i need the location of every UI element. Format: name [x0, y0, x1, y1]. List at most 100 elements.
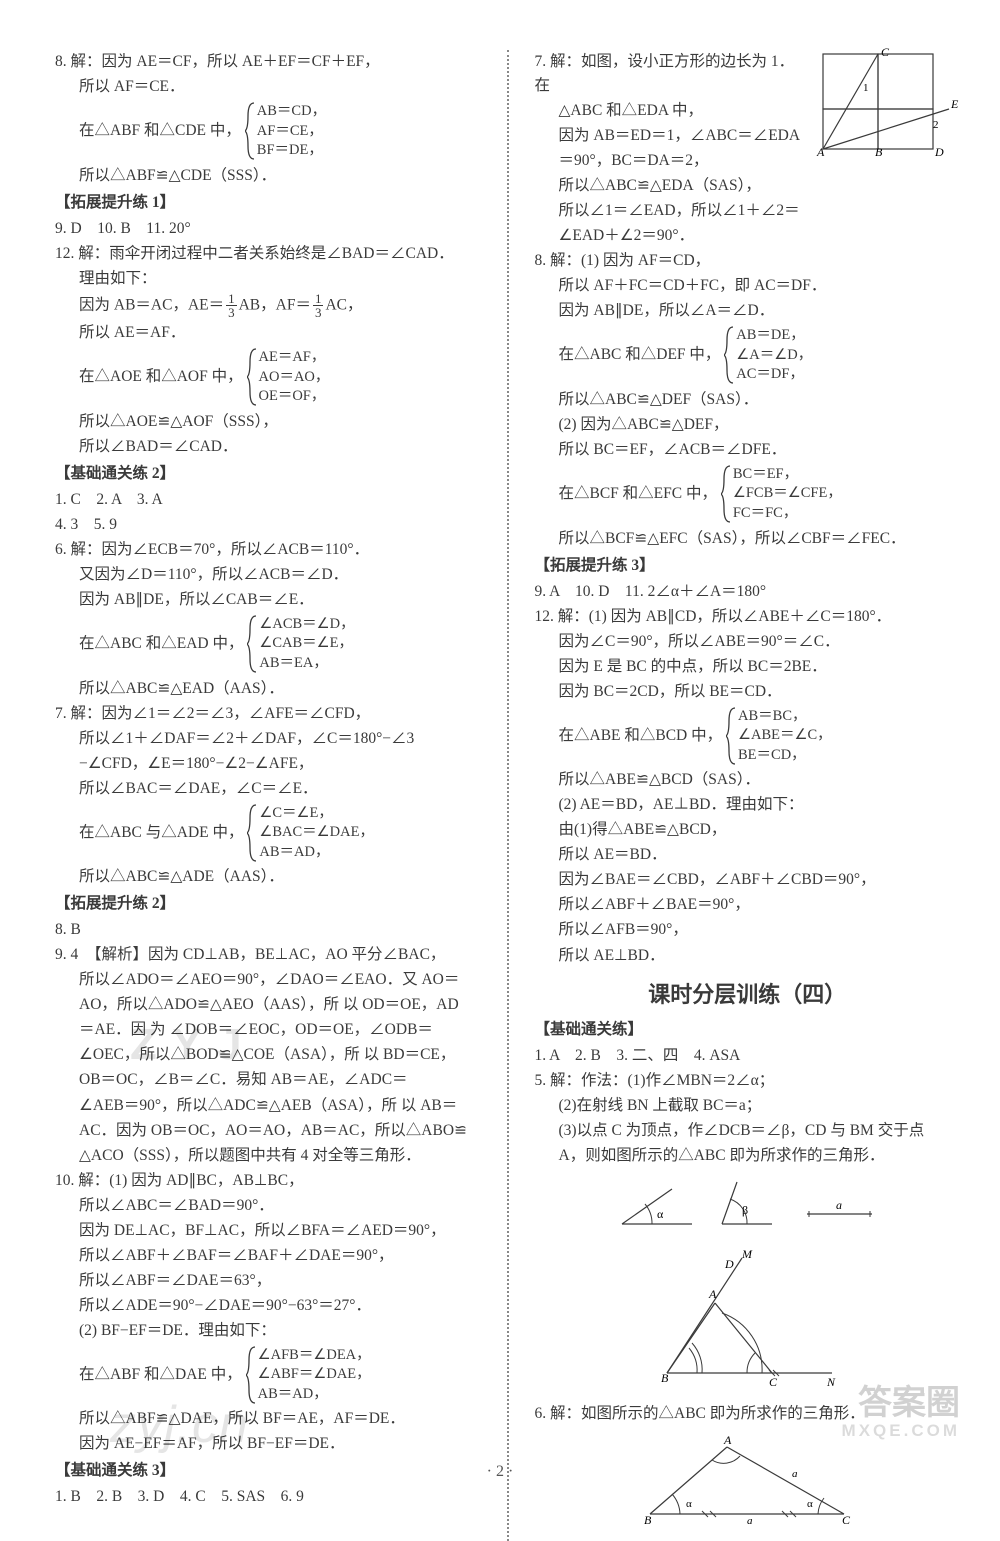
l10-10: 因为 AE−EF＝AF，所以 BF−EF＝DE． — [55, 1432, 481, 1456]
l12-cases: 在△AOE 和△AOF 中， AE＝AF， AO＝AO， OE＝OF， — [55, 346, 481, 409]
r7-6: 所以∠1＝∠EAD，所以∠1＋∠2＝ — [535, 199, 961, 223]
svg-text:α: α — [686, 1498, 692, 1510]
r12-7: (2) AE＝BD，AE⊥BD．理由如下： — [535, 793, 961, 817]
svg-text:C: C — [842, 1513, 851, 1527]
r12-8: 由(1)得△ABE≌△BCD， — [535, 818, 961, 842]
l12-4: 所以 AE＝AF． — [55, 321, 481, 345]
l12-2: 理由如下： — [55, 267, 481, 291]
svg-text:B: B — [644, 1513, 652, 1527]
r6: 6. 解：如图所示的△ABC 即为所求作的三角形． — [535, 1402, 961, 1426]
heading-t2: 【拓展提升练 2】 — [55, 892, 481, 916]
l12-3: 因为 AB＝AC，AE＝13AB，AF＝13AC， — [55, 292, 481, 320]
r8-6: (2) 因为△ABC≌△DEF， — [535, 413, 961, 437]
t2-9-3: AO，所以△ADO≌△AEO（AAS），所 以 OD＝OE，AD — [55, 993, 481, 1017]
r12-3: 因为 E 是 BC 的中点，所以 BC＝2BE． — [535, 655, 961, 679]
r12-9: 所以 AE＝BD． — [535, 843, 961, 867]
svg-text:A: A — [816, 145, 825, 156]
t2-9-8: AC．因为 OB＝OC，AO＝AO，AB＝AC，所以△ABO≌ — [55, 1119, 481, 1143]
l7-1: 7. 解：因为∠1＝∠2＝∠3，∠AFE＝∠CFD， — [55, 702, 481, 726]
r8-cases2: 在△BCF 和△EFC 中， BC＝EF， ∠FCB＝∠CFE， FC＝FC， — [535, 463, 961, 526]
heading-t1: 【拓展提升练 1】 — [55, 191, 481, 215]
svg-text:A: A — [708, 1287, 717, 1301]
section-title: 课时分层训练（四） — [535, 978, 961, 1012]
left-column: 8. 解：因为 AE＝CF，所以 AE＋EF＝CF＋EF， 所以 AF＝CE． … — [55, 50, 481, 1541]
l6-3: 因为 AB∥DE，所以∠CAB＝∠E． — [55, 588, 481, 612]
l8-2: 所以 AF＝CE． — [55, 75, 481, 99]
svg-text:B: B — [875, 145, 883, 156]
l7-3: −∠CFD，∠E＝180°−∠2−∠AFE， — [55, 752, 481, 776]
svg-text:E: E — [950, 97, 959, 111]
l10-6: 所以∠ADE＝90°−∠DAE＝90°−63°＝27°． — [55, 1294, 481, 1318]
rt3: 9. A 10. D 11. 2∠α＋∠A＝180° — [535, 580, 961, 604]
t2-8: 8. B — [55, 918, 481, 942]
l8-1: 8. 解：因为 AE＝CF，所以 AE＋EF＝CF＋EF， — [55, 50, 481, 74]
r12-4: 因为 BC＝2CD，所以 BE＝CD． — [535, 680, 961, 704]
svg-text:A: A — [723, 1433, 732, 1447]
r5-3: (3)以点 C 为顶点，作∠DCB＝∠β，CD 与 BM 交于点 — [535, 1119, 961, 1143]
r8-1: 8. 解：(1) 因为 AF＝CD， — [535, 249, 961, 273]
heading-b2: 【基础通关练 2】 — [55, 462, 481, 486]
r12-12: 所以∠AFB＝90°， — [535, 918, 961, 942]
t2-9-6: OB＝OC，∠B＝∠C．易知 AB＝AE，∠ADC＝ — [55, 1068, 481, 1092]
r8-3: 因为 AB∥DE，所以∠A＝∠D． — [535, 299, 961, 323]
svg-text:1: 1 — [863, 82, 869, 94]
svg-text:D: D — [934, 145, 944, 156]
t2-9-4: ＝AE．因 为 ∠DOB＝∠EOC，OD＝OE，∠ODB＝ — [55, 1018, 481, 1042]
r12-6: 所以△ABE≌△BCD（SAS）． — [535, 768, 961, 792]
t2-9-2: 所以∠ADO＝∠AEO＝90°，∠DAO＝∠EAO．又 AO＝ — [55, 968, 481, 992]
l10-7: (2) BF−EF＝DE．理由如下： — [55, 1319, 481, 1343]
l8-pre: 在△ABF 和△CDE 中， — [79, 122, 241, 139]
l10-2: 所以∠ABC＝∠BAD＝90°． — [55, 1194, 481, 1218]
l6-1: 6. 解：因为∠ECB＝70°，所以∠ACB＝110°． — [55, 538, 481, 562]
r8-5: 所以△ABC≌△DEF（SAS）． — [535, 388, 961, 412]
svg-text:N: N — [826, 1375, 836, 1388]
l-9-11: 9. D 10. B 11. 20° — [55, 217, 481, 241]
l10-1: 10. 解：(1) 因为 AD∥BC，AB⊥BC， — [55, 1169, 481, 1193]
svg-text:a: a — [836, 1198, 842, 1212]
q7-diagram: C E A B D 1 2 — [815, 46, 960, 164]
t2-9-9: △ACO（SSS），所以题图中共有 4 对全等三角形． — [55, 1144, 481, 1168]
l6-5: 所以△ABC≌△EAD（AAS）． — [55, 677, 481, 701]
r8-9: 所以△BCF≌△EFC（SAS），所以∠CBF＝∠FEC． — [535, 527, 961, 551]
l7-cases: 在△ABC 与△ADE 中， ∠C＝∠E， ∠BAC＝∠DAE， AB＝AD， — [55, 802, 481, 865]
svg-text:M: M — [741, 1248, 753, 1261]
b3: 1. B 2. B 3. D 4. C 5. SAS 6. 9 — [55, 1485, 481, 1509]
l12-6: 所以△AOE≌△AOF（SSS）， — [55, 410, 481, 434]
l7-6: 所以△ABC≌△ADE（AAS）． — [55, 865, 481, 889]
l6-2: 又因为∠D＝110°，所以∠ACB＝∠D． — [55, 563, 481, 587]
t2-9-7: ∠AEB＝90°，所以△ADC≌△AEB（ASA），所 以 AB＝ — [55, 1094, 481, 1118]
r8-7: 所以 BC＝EF，∠ACB＝∠DFE． — [535, 438, 961, 462]
r5-1: 5. 解：作法：(1)作∠MBN＝2∠α； — [535, 1069, 961, 1093]
svg-text:α: α — [657, 1207, 664, 1221]
svg-text:D: D — [724, 1257, 734, 1271]
l10-4: 所以∠ABF＋∠BAF＝∠BAF＋∠DAE＝90°， — [55, 1244, 481, 1268]
r5-2: (2)在射线 BN 上截取 BC＝a； — [535, 1094, 961, 1118]
svg-text:C: C — [881, 46, 890, 59]
heading-rt3: 【拓展提升练 3】 — [535, 554, 961, 578]
b2b: 4. 3 5. 9 — [55, 513, 481, 537]
r12-13: 所以 AE⊥BD． — [535, 944, 961, 968]
svg-text:C: C — [769, 1375, 778, 1388]
l6-cases: 在△ABC 和△EAD 中， ∠ACB＝∠D， ∠CAB＝∠E， AB＝EA， — [55, 613, 481, 676]
svg-text:α: α — [807, 1498, 813, 1510]
q6-diagram: B C A α α a a — [535, 1432, 961, 1535]
l10-cases: 在△ABF 和△DAE 中， ∠AFB＝∠DEA， ∠ABF＝∠DAE， AB＝… — [55, 1344, 481, 1407]
column-divider — [507, 50, 509, 1541]
l8-cases: 在△ABF 和△CDE 中， AB＝CD， AF＝CE， BF＝DE， — [55, 100, 481, 163]
l8-4: 所以△ABF≌△CDE（SSS）． — [55, 164, 481, 188]
r7-7: ∠EAD＋∠2＝90°． — [535, 224, 961, 248]
two-column-layout: 8. 解：因为 AE＝CF，所以 AE＋EF＝CF＋EF， 所以 AF＝CE． … — [55, 50, 960, 1541]
svg-text:B: B — [661, 1371, 669, 1385]
page-number: · 2 · — [0, 1463, 1000, 1481]
l10-9: 所以△ABF≌△DAE，所以 BF＝AE，AF＝DE． — [55, 1407, 481, 1431]
r12-1: 12. 解：(1) 因为 AB∥CD，所以∠ABE＋∠C＝180°． — [535, 605, 961, 629]
right-column: C E A B D 1 2 7. 解：如图，设小正方形的边长为 1．在 △ABC… — [535, 50, 961, 1541]
l7-4: 所以∠BAC＝∠DAE，∠C＝∠E． — [55, 777, 481, 801]
l10-5: 所以∠ABF＝∠DAE＝63°， — [55, 1269, 481, 1293]
svg-text:β: β — [742, 1203, 748, 1217]
l12-1: 12. 解：雨伞开闭过程中二者关系始终是∠BAD＝∠CAD． — [55, 242, 481, 266]
brace-cases: AB＝CD， AF＝CE， BF＝DE， — [245, 102, 326, 161]
r7-5: 所以△ABC≌△EDA（SAS）， — [535, 174, 961, 198]
r12-10: 因为∠BAE＝∠CBD，∠ABF＋∠CBD＝90°， — [535, 868, 961, 892]
r8-2: 所以 AF＋FC＝CD＋FC，即 AC＝DF． — [535, 274, 961, 298]
